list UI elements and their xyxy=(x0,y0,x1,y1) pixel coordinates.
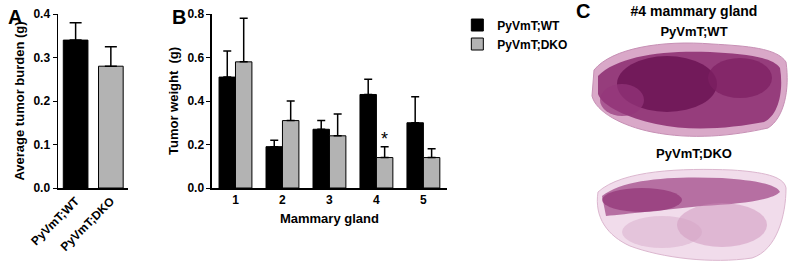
svg-text:0.0: 0.0 xyxy=(33,181,50,195)
svg-text:0.0: 0.0 xyxy=(187,181,204,195)
svg-text:0.4: 0.4 xyxy=(187,94,204,108)
svg-text:PyVmT;WT: PyVmT;WT xyxy=(497,19,560,33)
svg-text:PyVmT;DKO: PyVmT;DKO xyxy=(58,194,117,253)
svg-text:B: B xyxy=(172,6,186,28)
svg-text:C: C xyxy=(576,0,590,22)
svg-text:2: 2 xyxy=(279,193,286,207)
svg-text:A: A xyxy=(8,6,22,28)
svg-text:0.8: 0.8 xyxy=(187,7,204,21)
svg-text:Average tumor burden (g): Average tumor burden (g) xyxy=(12,21,27,180)
svg-text:0.3: 0.3 xyxy=(33,51,50,65)
svg-text:4: 4 xyxy=(373,193,380,207)
svg-text:PyVmT;WT: PyVmT;WT xyxy=(28,194,82,248)
svg-text:PyVmT;DKO: PyVmT;DKO xyxy=(656,146,732,161)
svg-text:#4 mammary gland: #4 mammary gland xyxy=(631,3,758,19)
svg-text:0.2: 0.2 xyxy=(33,94,50,108)
svg-text:1: 1 xyxy=(232,193,239,207)
svg-text:0.1: 0.1 xyxy=(33,138,50,152)
svg-text:3: 3 xyxy=(326,193,333,207)
svg-text:0.6: 0.6 xyxy=(187,51,204,65)
svg-text:5: 5 xyxy=(420,193,427,207)
svg-text:Mammary gland: Mammary gland xyxy=(280,211,379,226)
svg-text:PyVmT;WT: PyVmT;WT xyxy=(660,24,727,39)
svg-text:0.4: 0.4 xyxy=(33,7,50,21)
svg-text:Tumor weight (g): Tumor weight (g) xyxy=(166,47,181,155)
svg-text:PyVmT;DKO: PyVmT;DKO xyxy=(497,38,567,52)
svg-text:*: * xyxy=(381,129,388,149)
svg-text:0.2: 0.2 xyxy=(187,138,204,152)
